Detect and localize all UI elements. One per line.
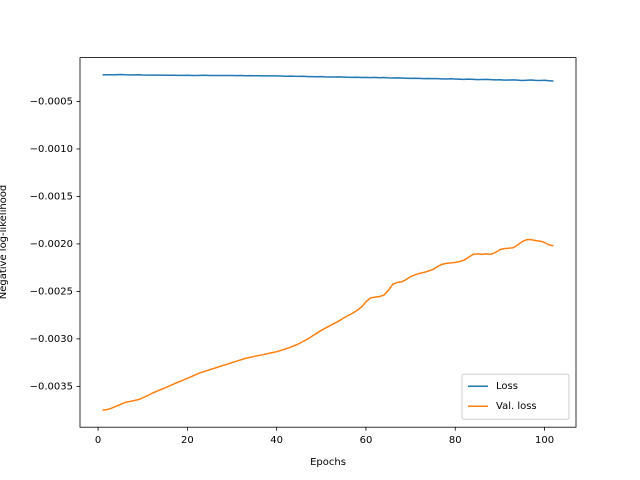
line-series xyxy=(102,73,554,82)
plot-frame xyxy=(79,57,577,428)
y-tick-label: −0.0020 xyxy=(30,239,73,250)
x-tick-label: 100 xyxy=(535,435,554,446)
legend-box xyxy=(461,373,570,420)
x-tick-label: 80 xyxy=(449,435,462,446)
y-tick-label: −0.0005 xyxy=(30,96,73,107)
x-tick-label: 20 xyxy=(181,435,194,446)
y-tick-label: −0.0035 xyxy=(30,381,73,392)
y-axis-label: Negative log-likelihood xyxy=(0,185,9,300)
x-tick-label: 0 xyxy=(95,435,101,446)
x-axis-label: Epochs xyxy=(310,457,346,468)
x-tick-label: 40 xyxy=(270,435,283,446)
x-tick-label: 60 xyxy=(360,435,373,446)
y-tick-label: −0.0025 xyxy=(30,286,73,297)
y-tick-label: −0.0015 xyxy=(30,191,73,202)
line-series xyxy=(102,238,554,411)
y-tick-label: −0.0030 xyxy=(30,334,73,345)
legend-label: Loss xyxy=(496,381,518,392)
legend-label: Val. loss xyxy=(496,401,537,412)
y-tick-label: −0.0010 xyxy=(30,144,73,155)
